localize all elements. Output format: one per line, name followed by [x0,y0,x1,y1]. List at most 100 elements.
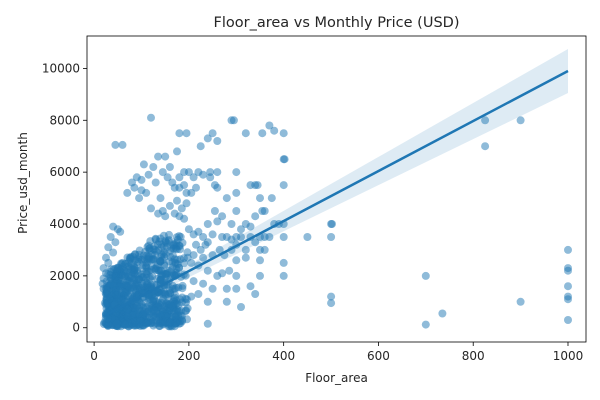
scatter-point [438,309,447,318]
scatter-point [251,238,260,247]
scatter-point [150,306,159,314]
scatter-point [256,271,264,280]
x-tick-label: 1000 [553,349,584,363]
scatter-point [213,168,222,177]
scatter-point [246,282,255,291]
scatter-point [161,312,170,321]
scatter-point [279,181,288,190]
scatter-point [199,253,208,262]
scatter-point [126,255,135,263]
scatter-point [112,290,121,299]
scatter-point [564,282,572,291]
scatter-point [187,292,196,301]
scatter-point [155,256,164,265]
y-tick-label: 2000 [49,269,80,283]
scatter-point [149,245,158,254]
scatter-point [182,129,191,138]
axes-frame [86,35,587,343]
scatter-point [138,310,147,318]
scatter-point [267,194,276,203]
scatter-point [121,321,130,329]
scatter-point [147,265,156,274]
scatter-point [144,170,153,179]
scatter-point [265,233,274,241]
y-tick-label: 8000 [49,113,80,127]
scatter-point [105,295,114,303]
scatter-point [147,113,155,122]
scatter-point [196,142,205,151]
scatter-point [241,129,250,138]
scatter-point [260,245,269,254]
scatter-point [184,168,193,177]
scatter-point [203,319,212,328]
scatter-point [121,288,130,297]
y-tick-label: 10000 [42,61,80,75]
scatter-point [172,283,181,292]
scatter-point [157,266,166,275]
scatter-point [115,282,124,291]
scatter-point [241,253,250,262]
scatter-point [165,318,174,327]
scatter-point [265,121,274,130]
x-tick-label: 600 [367,349,390,363]
scatter-point [421,271,430,280]
scatter-point [106,233,115,241]
scatter-point [218,212,227,221]
scatter-point [109,248,118,257]
scatter-point [178,238,187,247]
scatter-point [280,155,289,164]
axes-border [86,35,587,343]
y-axis: 0 2000 4000 6000 8000 10000 [42,61,87,335]
scatter-point [158,168,167,177]
plot-area [98,48,572,331]
scatter-point [222,297,231,306]
scatter-point [241,245,250,254]
x-axis-label: Floor_area [305,371,368,385]
scatter-point [232,284,241,293]
scatter-point [175,307,184,316]
scatter-point [279,271,288,280]
scatter-point [99,284,108,293]
scatter-point [156,194,165,203]
scatter-point [203,220,212,228]
scatter-point [203,297,212,306]
scatter-point [154,152,163,161]
y-tick-label: 0 [72,321,80,335]
scatter-point [142,188,151,197]
scatter-point [149,255,157,264]
scatter-point [194,227,203,236]
scatter-point [232,271,241,280]
scatter-point [182,199,191,208]
scatter-point [114,264,123,273]
scatter-point [113,319,121,328]
scatter-point [516,297,525,306]
scatter-point [564,266,572,275]
scatter-point [232,256,241,265]
scatter-point [328,220,336,228]
scatter-point [213,183,222,192]
x-axis: 0 200 400 600 800 1000 [90,342,583,363]
scatter-point [139,160,148,169]
scatter-point [173,260,182,269]
scatter-point [151,234,160,243]
scatter-point [189,173,198,182]
scatter-point [129,303,138,312]
scatter-point [158,289,167,298]
scatter-point [127,274,136,283]
scatter-point [237,225,245,234]
scatter-point [225,266,234,275]
scatter-point [171,313,180,322]
scatter-point [196,245,205,254]
scatter-point [279,258,288,267]
scatter-point [199,233,208,241]
scatter-point [199,279,208,288]
scatter-point [187,258,196,267]
scatter-point [111,238,120,247]
scatter-point [229,116,238,125]
scatter-point [227,220,236,228]
scatter-point [208,230,217,239]
scatter-point [253,181,262,190]
scatter-point [213,217,222,226]
scatter-point [246,222,255,231]
scatter-point [134,275,143,284]
